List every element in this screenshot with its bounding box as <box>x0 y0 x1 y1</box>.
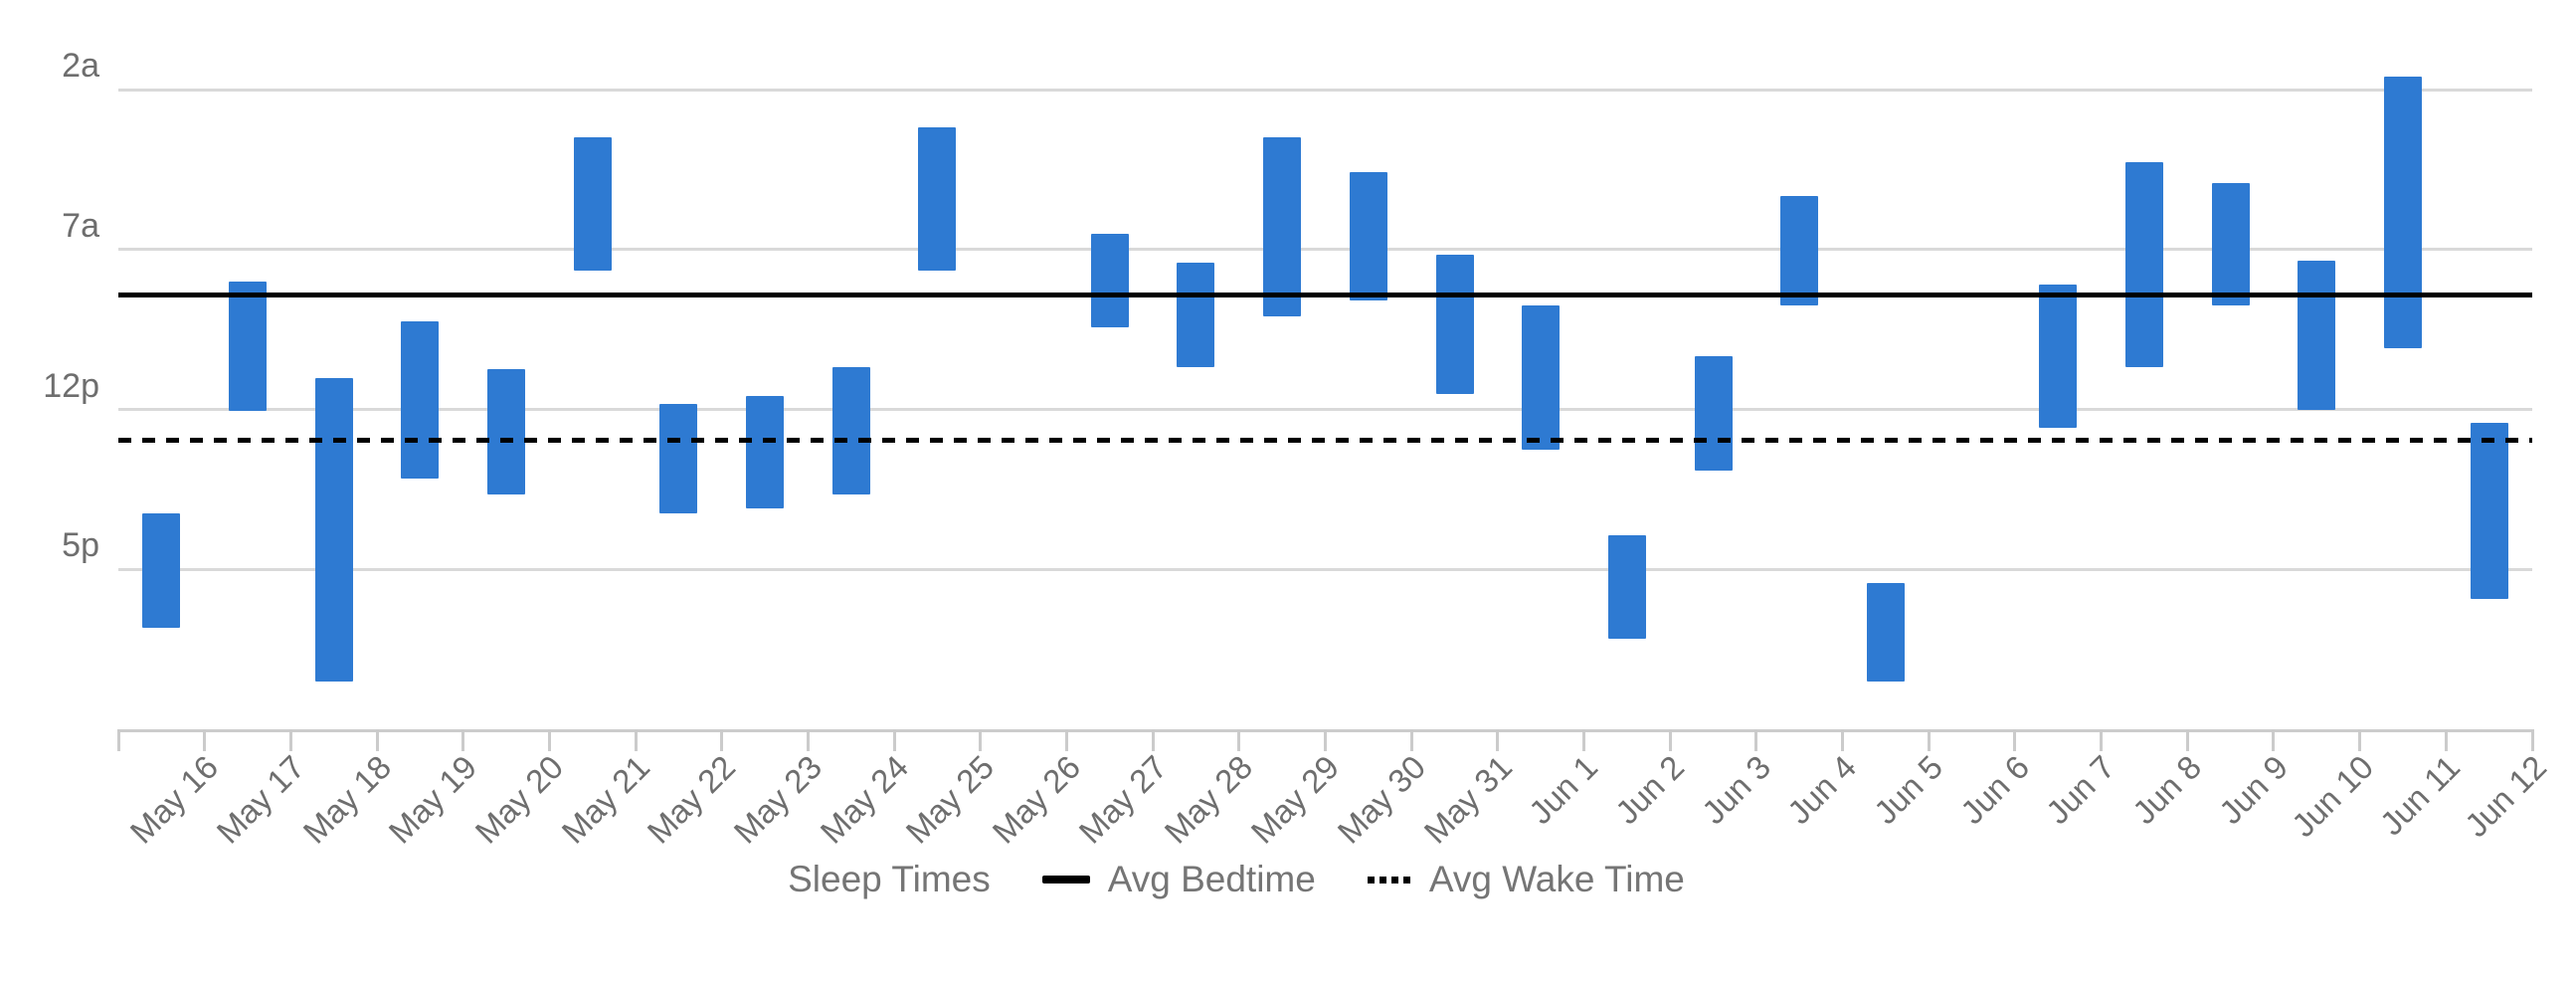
sleep-bar[interactable] <box>1090 233 1129 327</box>
y-tick-label: 7a <box>62 206 99 245</box>
x-axis-tick <box>1927 729 1931 751</box>
sleep-bar[interactable] <box>1263 137 1302 316</box>
x-axis-tick <box>1841 729 1845 751</box>
sleep-bar[interactable] <box>2039 284 2078 429</box>
y-tick-label: 12p <box>43 366 99 405</box>
legend-item-avg-bedtime[interactable]: Avg Bedtime <box>1041 858 1316 901</box>
sleep-bar[interactable] <box>746 396 785 508</box>
x-axis-tick <box>2358 729 2362 751</box>
gridline <box>118 248 2532 252</box>
x-axis-tick <box>720 729 724 751</box>
x-axis-tick <box>2272 729 2276 751</box>
x-axis-tick <box>203 729 207 751</box>
legend-label-avg-wake-time: Avg Wake Time <box>1428 859 1685 899</box>
x-axis-tick <box>1496 729 1500 751</box>
x-axis-tick <box>1324 729 1327 751</box>
sleep-bar[interactable] <box>2383 76 2422 348</box>
sleep-bar[interactable] <box>831 366 870 495</box>
x-axis-tick <box>806 729 810 751</box>
x-axis-tick <box>2100 729 2104 751</box>
x-axis-tick <box>1064 729 1068 751</box>
x-axis-tick <box>2013 729 2017 751</box>
gridline <box>118 88 2532 92</box>
sleep-bar[interactable] <box>1780 196 1819 306</box>
gridline <box>118 408 2532 412</box>
x-axis-tick <box>116 729 120 751</box>
x-axis-tick <box>2185 729 2189 751</box>
sleep-bar[interactable] <box>1177 263 1215 367</box>
x-axis-tick <box>288 729 292 751</box>
x-axis-tick <box>1409 729 1413 751</box>
sleep-bar[interactable] <box>1435 255 1474 394</box>
y-tick-label: 5p <box>62 526 99 565</box>
legend-label-sleep-times: Sleep Times <box>788 859 991 899</box>
sleep-bar[interactable] <box>314 377 353 682</box>
sleep-bar[interactable] <box>1866 582 1905 682</box>
sleep-bar[interactable] <box>1349 172 1387 300</box>
x-axis-tick <box>2530 729 2534 751</box>
sleep-bar[interactable] <box>1607 534 1646 640</box>
avg-wake-dotted-line-icon <box>1367 876 1411 883</box>
x-axis-tick <box>1582 729 1586 751</box>
legend-label-avg-bedtime: Avg Bedtime <box>1107 859 1316 899</box>
sleep-bar[interactable] <box>2298 260 2336 410</box>
legend-item-avg-wake-time[interactable]: Avg Wake Time <box>1367 858 1685 901</box>
sleep-bar[interactable] <box>229 282 268 412</box>
legend: Sleep Times Avg Bedtime Avg Wake Time <box>0 858 2496 901</box>
sleep-bar[interactable] <box>142 513 181 629</box>
sleep-bar[interactable] <box>1694 355 1733 472</box>
x-axis-tick <box>1237 729 1241 751</box>
x-axis-tick <box>634 729 638 751</box>
sleep-bar[interactable] <box>918 126 957 272</box>
sleep-bar[interactable] <box>1522 305 1561 450</box>
sleep-bar[interactable] <box>2124 161 2163 367</box>
y-tick-label: 2a <box>62 47 99 86</box>
avg-wake-time-line <box>118 438 2532 444</box>
sleep-bar[interactable] <box>2211 183 2250 306</box>
sleep-bar[interactable] <box>573 137 612 272</box>
x-axis-tick <box>1754 729 1758 751</box>
sleep-bar[interactable] <box>2470 423 2508 599</box>
gridline <box>118 567 2532 571</box>
x-axis-tick <box>2444 729 2448 751</box>
x-axis-tick <box>547 729 551 751</box>
sleep-bar[interactable] <box>401 321 440 480</box>
x-axis-tick <box>979 729 983 751</box>
avg-bedtime-line <box>118 293 2532 298</box>
x-axis-tick <box>1668 729 1672 751</box>
sleep-bar[interactable] <box>487 369 526 495</box>
x-axis-tick <box>1151 729 1155 751</box>
avg-bedtime-solid-line-icon <box>1041 876 1090 883</box>
x-axis-tick <box>461 729 465 751</box>
sleep-bar[interactable] <box>659 404 698 514</box>
sleep-times-circle-icon <box>732 861 770 898</box>
x-axis-tick <box>892 729 896 751</box>
legend-item-sleep-times[interactable]: Sleep Times <box>732 858 991 901</box>
x-axis-tick <box>375 729 379 751</box>
